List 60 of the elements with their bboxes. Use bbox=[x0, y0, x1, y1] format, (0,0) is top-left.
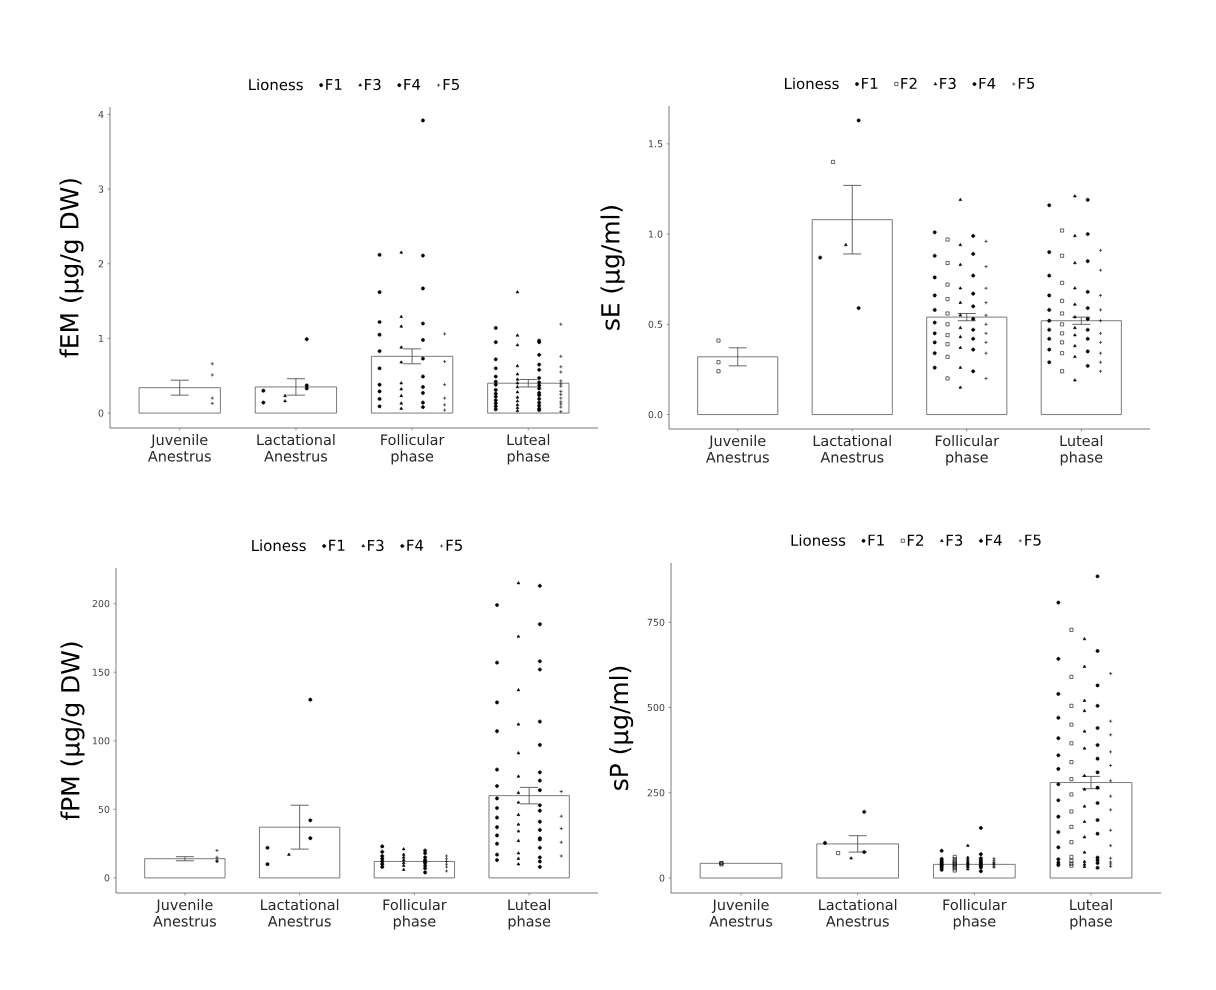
x-tick-label: Luteal phase bbox=[507, 434, 550, 465]
legend-label: F3 bbox=[946, 534, 963, 546]
y-tick-label: 500 bbox=[647, 703, 665, 712]
x-tick-label: Follicular phase bbox=[381, 434, 445, 465]
y-axis-title: sE (µg/ml) bbox=[600, 206, 625, 330]
y-tick-label: 0 bbox=[98, 409, 104, 417]
y-tick-label: 1.0 bbox=[648, 230, 663, 238]
y-tick-label: 750 bbox=[647, 618, 665, 626]
x-tick-label: Lactational Anestrus bbox=[819, 899, 897, 927]
x-tick-label: Luteal phase bbox=[1070, 899, 1113, 930]
x-tick-label: Follicular phase bbox=[943, 899, 1007, 930]
x-tick-label: Juvenile Anestrus bbox=[147, 434, 211, 462]
y-tick-label: 0 bbox=[659, 874, 665, 882]
legend-label: F5 bbox=[1025, 534, 1041, 546]
legend-label: F4 bbox=[979, 77, 996, 89]
y-tick-label: 3 bbox=[98, 185, 104, 193]
legend-label: F2 bbox=[901, 77, 917, 89]
y-axis-title: fEM (µg/g DW) bbox=[59, 179, 84, 358]
legend-label: F4 bbox=[986, 534, 1002, 546]
y-tick-label: 150 bbox=[92, 668, 110, 676]
y-axis-title: sP (µg/ml) bbox=[609, 666, 634, 790]
x-tick-label: Follicular phase bbox=[383, 899, 447, 930]
legend-label: F5 bbox=[446, 539, 462, 551]
y-tick-label: 50 bbox=[98, 805, 110, 813]
x-tick-label: Lactational Anestrus bbox=[257, 434, 335, 462]
x-tick-label: Lactational Anestrus bbox=[261, 899, 339, 927]
y-tick-label: 100 bbox=[92, 737, 110, 745]
legend-title: Lioness bbox=[249, 78, 303, 91]
x-tick-label: Juvenile Anestrus bbox=[709, 899, 773, 927]
legend-label: F3 bbox=[940, 77, 956, 90]
legend-label: F4 bbox=[407, 539, 424, 551]
x-tick-label: Luteal phase bbox=[1060, 435, 1103, 466]
y-tick-label: 250 bbox=[647, 789, 665, 797]
legend-label: F3 bbox=[368, 539, 384, 552]
legend-label: F1 bbox=[329, 539, 345, 551]
legend-title: Lioness bbox=[791, 534, 846, 546]
legend-title: Lioness bbox=[785, 77, 839, 90]
y-tick-label: 4 bbox=[98, 111, 104, 118]
x-tick-label: Juvenile Anestrus bbox=[705, 435, 769, 463]
legend-label: F4 bbox=[404, 78, 421, 90]
legend-label: F2 bbox=[907, 534, 924, 546]
x-tick-label: Follicular phase bbox=[935, 435, 1000, 466]
y-tick-label: 0 bbox=[104, 874, 110, 882]
x-tick-label: Luteal phase bbox=[508, 899, 551, 930]
legend-label: F1 bbox=[326, 78, 342, 90]
y-tick-label: 2 bbox=[98, 260, 104, 268]
x-tick-label: Lactational Anestrus bbox=[813, 435, 891, 463]
legend-label: F1 bbox=[868, 534, 884, 546]
y-tick-label: 200 bbox=[92, 600, 110, 608]
y-tick-label: 1.5 bbox=[648, 140, 663, 148]
y-tick-label: 0.5 bbox=[648, 320, 663, 328]
legend-label: F1 bbox=[862, 77, 878, 89]
legend-title: Lioness bbox=[252, 539, 306, 552]
legend-label: F5 bbox=[443, 78, 459, 91]
y-tick-label: 1 bbox=[99, 334, 104, 342]
y-axis-title: fPM (µg/g DW) bbox=[60, 642, 85, 821]
legend-label: F3 bbox=[365, 78, 381, 91]
legend-label: F5 bbox=[1018, 77, 1035, 89]
y-tick-label: 0.0 bbox=[648, 410, 663, 419]
x-tick-label: Juvenile Anestrus bbox=[153, 899, 217, 927]
